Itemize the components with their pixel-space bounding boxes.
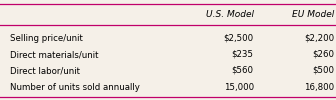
Text: $2,200: $2,200 xyxy=(304,34,334,43)
Text: $260: $260 xyxy=(312,50,334,59)
Text: 15,000: 15,000 xyxy=(223,83,254,92)
Text: Direct materials/unit: Direct materials/unit xyxy=(10,50,98,59)
Text: Direct labor/unit: Direct labor/unit xyxy=(10,66,80,75)
Text: $500: $500 xyxy=(312,66,334,75)
Text: Number of units sold annually: Number of units sold annually xyxy=(10,83,140,92)
Text: Selling price/unit: Selling price/unit xyxy=(10,34,83,43)
Text: $560: $560 xyxy=(232,66,254,75)
Text: EU Model: EU Model xyxy=(292,10,334,19)
Text: U.S. Model: U.S. Model xyxy=(206,10,254,19)
Text: $235: $235 xyxy=(232,50,254,59)
Text: 16,800: 16,800 xyxy=(304,83,334,92)
Text: $2,500: $2,500 xyxy=(223,34,254,43)
